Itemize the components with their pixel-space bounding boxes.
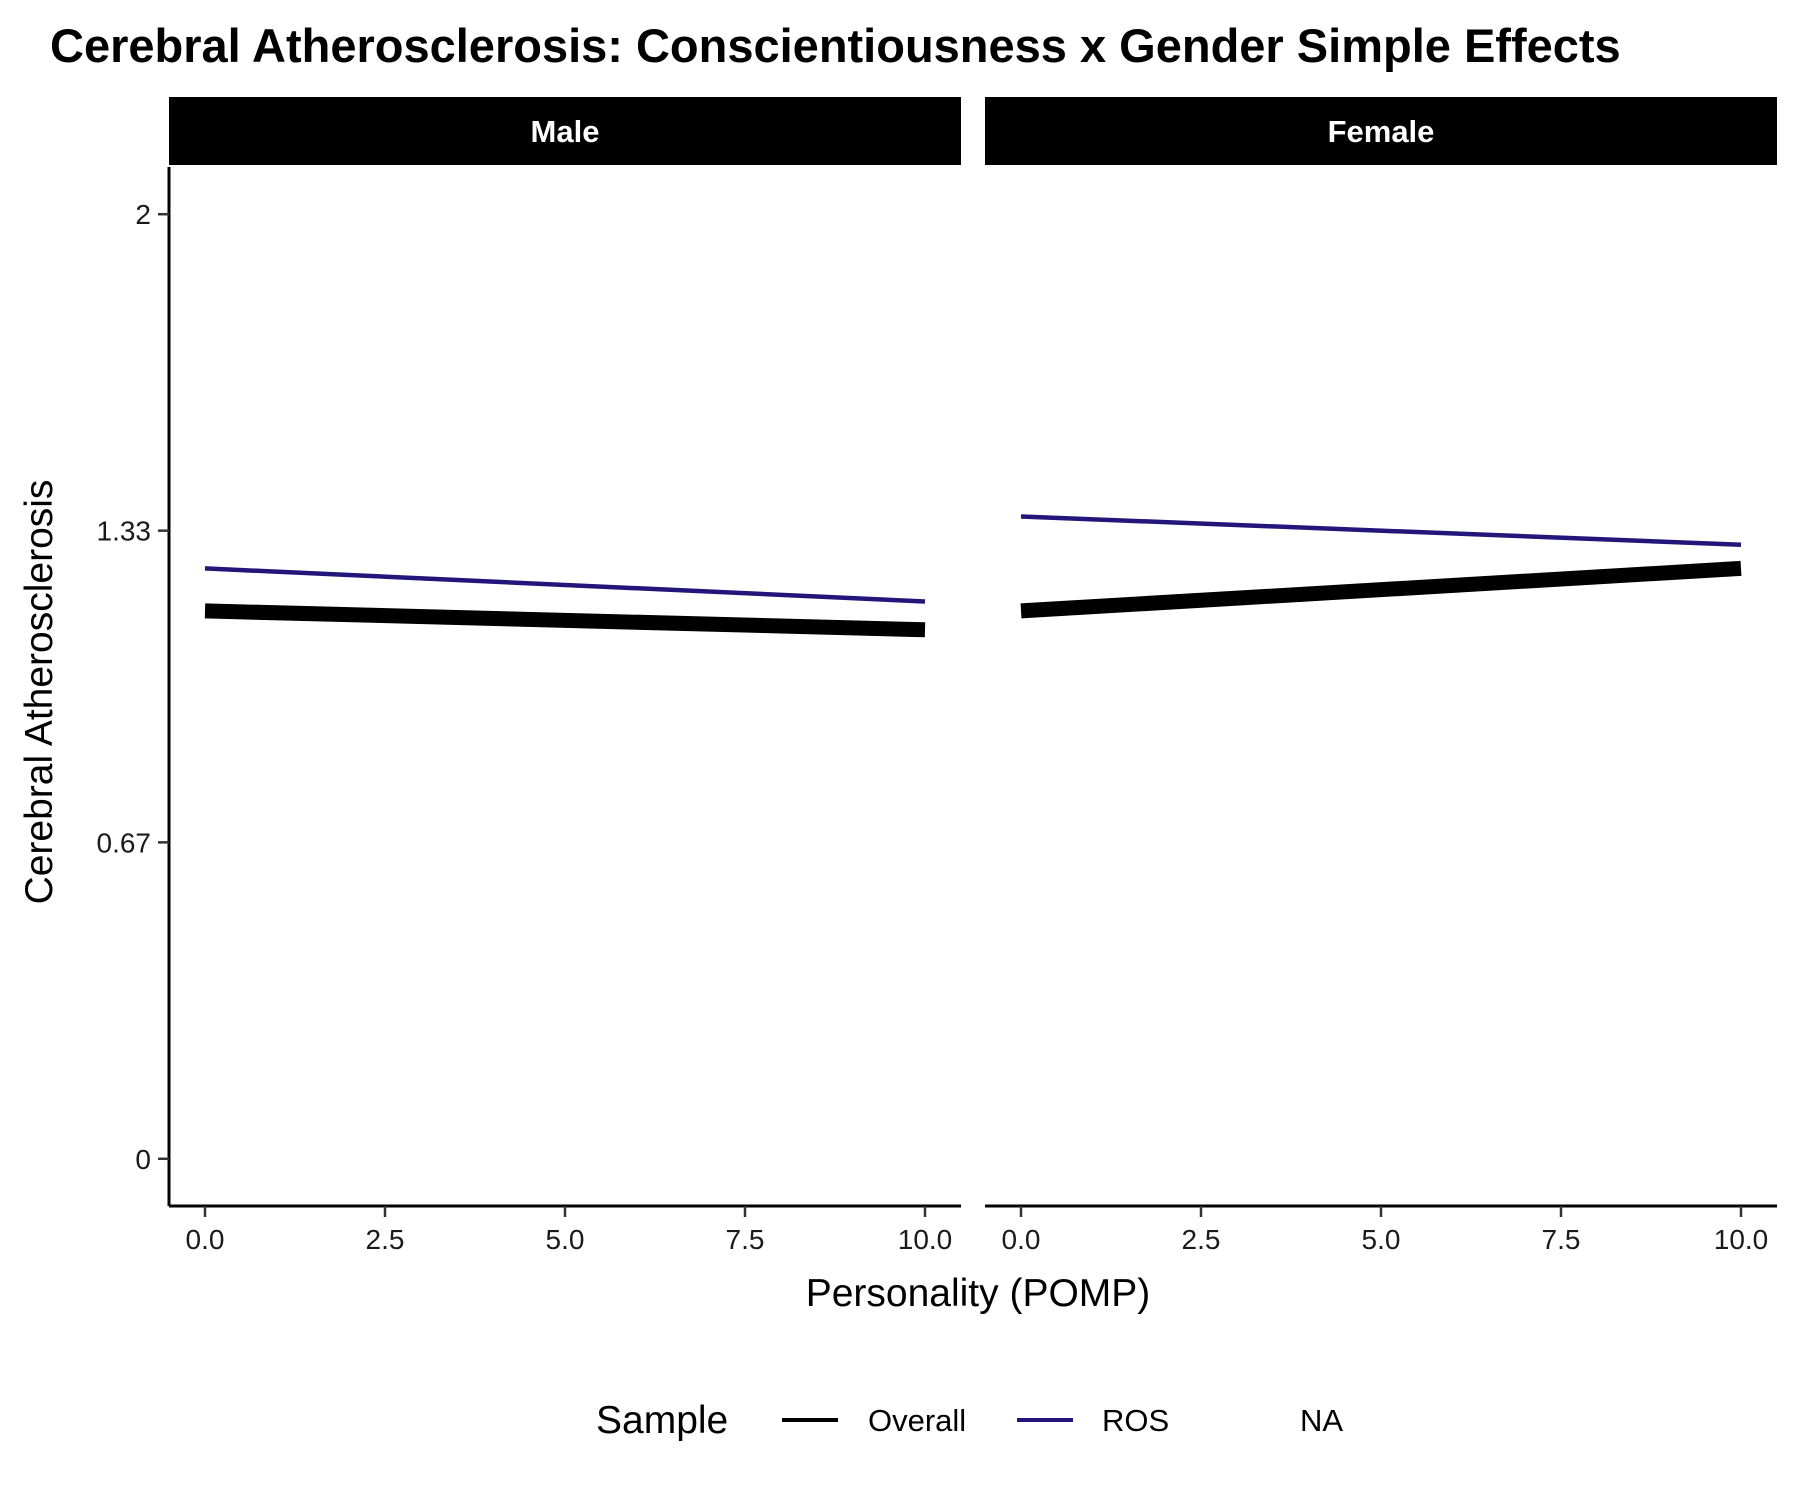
series-line-ros: [1020, 514, 1742, 548]
x-tick-label: 2.5: [1182, 1224, 1221, 1255]
chart-title: Cerebral Atherosclerosis: Conscientiousn…: [50, 19, 1621, 72]
panels: Male 0.0 2.5 5.0 7.5 10.0 0 0.67 1.33 2 Female 0.0 2…: [97, 97, 1777, 1255]
facet-strip: [985, 97, 1777, 165]
y-tick-label: 2: [135, 199, 151, 230]
series-line-overall: [204, 603, 926, 638]
facet-strip-label: Female: [1328, 114, 1435, 149]
legend: Sample Overall ROS NA: [596, 1399, 1343, 1442]
y-tick-label: 0: [135, 1144, 151, 1175]
x-tick-label: 10.0: [1714, 1224, 1769, 1255]
panel-male: Male 0.0 2.5 5.0 7.5 10.0 0 0.67 1.33 2: [97, 97, 961, 1255]
legend-title: Sample: [596, 1399, 728, 1442]
x-tick-label: 0.0: [186, 1224, 225, 1255]
x-tick-label: 5.0: [1362, 1224, 1401, 1255]
legend-label-na: NA: [1300, 1403, 1343, 1438]
legend-label-ros: ROS: [1102, 1403, 1169, 1438]
series-line-overall: [1020, 560, 1742, 619]
x-tick-label: 10.0: [898, 1224, 953, 1255]
x-tick-label: 0.0: [1002, 1224, 1041, 1255]
facet-strip: [169, 97, 961, 165]
x-tick-label: 5.0: [546, 1224, 585, 1255]
x-tick-label: 7.5: [726, 1224, 765, 1255]
x-tick-label: 2.5: [366, 1224, 405, 1255]
legend-label-overall: Overall: [868, 1403, 966, 1438]
y-tick-label: 1.33: [97, 516, 152, 547]
y-axis-title: Cerebral Atherosclerosis: [18, 480, 61, 905]
y-tick-label: 0.67: [97, 827, 152, 858]
panel-female: Female 0.0 2.5 5.0 7.5 10.0: [985, 97, 1777, 1255]
x-tick-label: 7.5: [1542, 1224, 1581, 1255]
series-line-ros: [204, 566, 926, 604]
x-axis-title: Personality (POMP): [806, 1272, 1151, 1315]
facet-strip-label: Male: [531, 114, 600, 149]
